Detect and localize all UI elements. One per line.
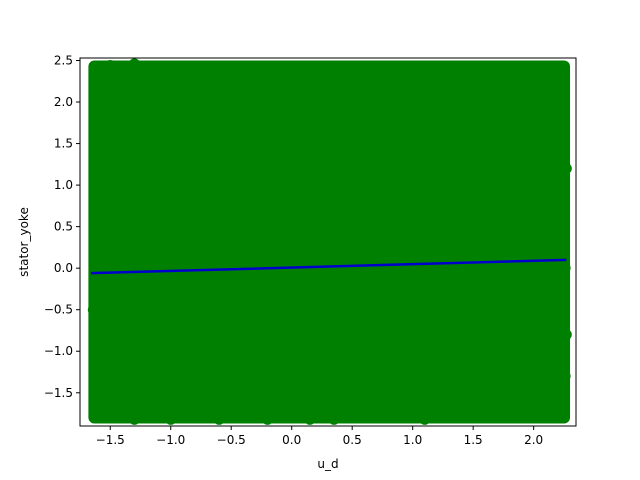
y-tick-label: 1.0 bbox=[54, 178, 73, 192]
scatter-point bbox=[467, 212, 479, 224]
scatter-point bbox=[358, 69, 370, 81]
y-tick-label: 0.0 bbox=[54, 261, 73, 275]
scatter-point bbox=[141, 395, 153, 407]
scatter-point bbox=[346, 113, 358, 125]
scatter-point bbox=[116, 138, 128, 150]
scatter-point bbox=[98, 408, 110, 420]
y-tick-label: 1.5 bbox=[54, 137, 73, 151]
x-axis: −1.5 −1.0 −0.5 0.0 0.5 1.0 1.5 2.0 bbox=[96, 426, 543, 447]
regression-line bbox=[90, 258, 567, 275]
axes-frame bbox=[79, 57, 577, 427]
scatter-point bbox=[560, 162, 572, 174]
scatter-point bbox=[87, 304, 99, 316]
scatter-point bbox=[382, 410, 394, 422]
scatter-point bbox=[552, 67, 564, 79]
scatter-point bbox=[249, 64, 261, 76]
scatter-point bbox=[528, 387, 540, 399]
scatter-point bbox=[328, 413, 340, 425]
scatter-point bbox=[491, 408, 503, 420]
scatter-point bbox=[128, 413, 140, 425]
scatter-point bbox=[213, 413, 225, 425]
scatter-point bbox=[382, 246, 394, 258]
scatter-point bbox=[90, 391, 102, 403]
scatter-point bbox=[560, 329, 572, 341]
y-tick-label: −0.5 bbox=[44, 303, 73, 317]
scatter-point bbox=[503, 362, 515, 374]
scatter-point bbox=[89, 187, 101, 199]
y-axis: −1.5 −1.0 −0.5 0.0 0.5 1.0 1.5 2.0 2.5 bbox=[44, 53, 80, 400]
y-tick-label: −1.0 bbox=[44, 344, 73, 358]
scatter-point bbox=[407, 304, 419, 316]
x-tick-label: 1.0 bbox=[403, 433, 422, 447]
scatter-point bbox=[128, 58, 140, 70]
x-tick-label: −1.0 bbox=[156, 433, 185, 447]
y-tick-label: 2.0 bbox=[54, 95, 73, 109]
scatter-point-cloud bbox=[88, 60, 571, 424]
x-tick-label: −0.5 bbox=[217, 433, 246, 447]
scatter-point bbox=[304, 413, 316, 425]
scatter-point bbox=[213, 179, 225, 191]
scatter-point bbox=[467, 391, 479, 403]
scatter-point bbox=[286, 64, 298, 76]
scatter-point bbox=[395, 69, 407, 81]
y-tick-label: −1.5 bbox=[44, 386, 73, 400]
scatter-point bbox=[528, 129, 540, 141]
scatter-point bbox=[491, 60, 503, 72]
scatter-point bbox=[90, 67, 102, 79]
scatter-point bbox=[201, 64, 213, 76]
scatter-point bbox=[262, 413, 274, 425]
y-tick-label: 0.5 bbox=[54, 220, 73, 234]
scatter-point bbox=[559, 262, 571, 274]
x-tick-label: 2.0 bbox=[524, 433, 543, 447]
x-tick-label: 1.5 bbox=[464, 433, 483, 447]
scatter-point bbox=[159, 60, 171, 72]
scatter-point bbox=[419, 413, 431, 425]
scatter-point bbox=[522, 64, 534, 76]
scatter-point bbox=[189, 391, 201, 403]
scatter-point bbox=[322, 64, 334, 76]
x-tick-label: 0.5 bbox=[343, 433, 362, 447]
scatter-point bbox=[165, 413, 177, 425]
scatter-point bbox=[431, 64, 443, 76]
scatter-point bbox=[455, 410, 467, 422]
scatter-point bbox=[522, 405, 534, 417]
scatter-point bbox=[286, 345, 298, 357]
x-axis-label: u_d bbox=[317, 457, 338, 471]
scatter-point bbox=[461, 60, 473, 72]
scatter-point bbox=[346, 387, 358, 399]
y-tick-label: 2.5 bbox=[54, 53, 73, 67]
x-tick-label: 0.0 bbox=[282, 433, 301, 447]
data-marks bbox=[87, 58, 572, 425]
y-axis-label: stator_yoke bbox=[17, 207, 31, 277]
plot-area bbox=[88, 60, 571, 424]
scatter-point bbox=[104, 59, 116, 71]
scatter-point bbox=[559, 370, 571, 382]
scatter-point bbox=[546, 368, 558, 380]
x-tick-label: −1.5 bbox=[96, 433, 125, 447]
